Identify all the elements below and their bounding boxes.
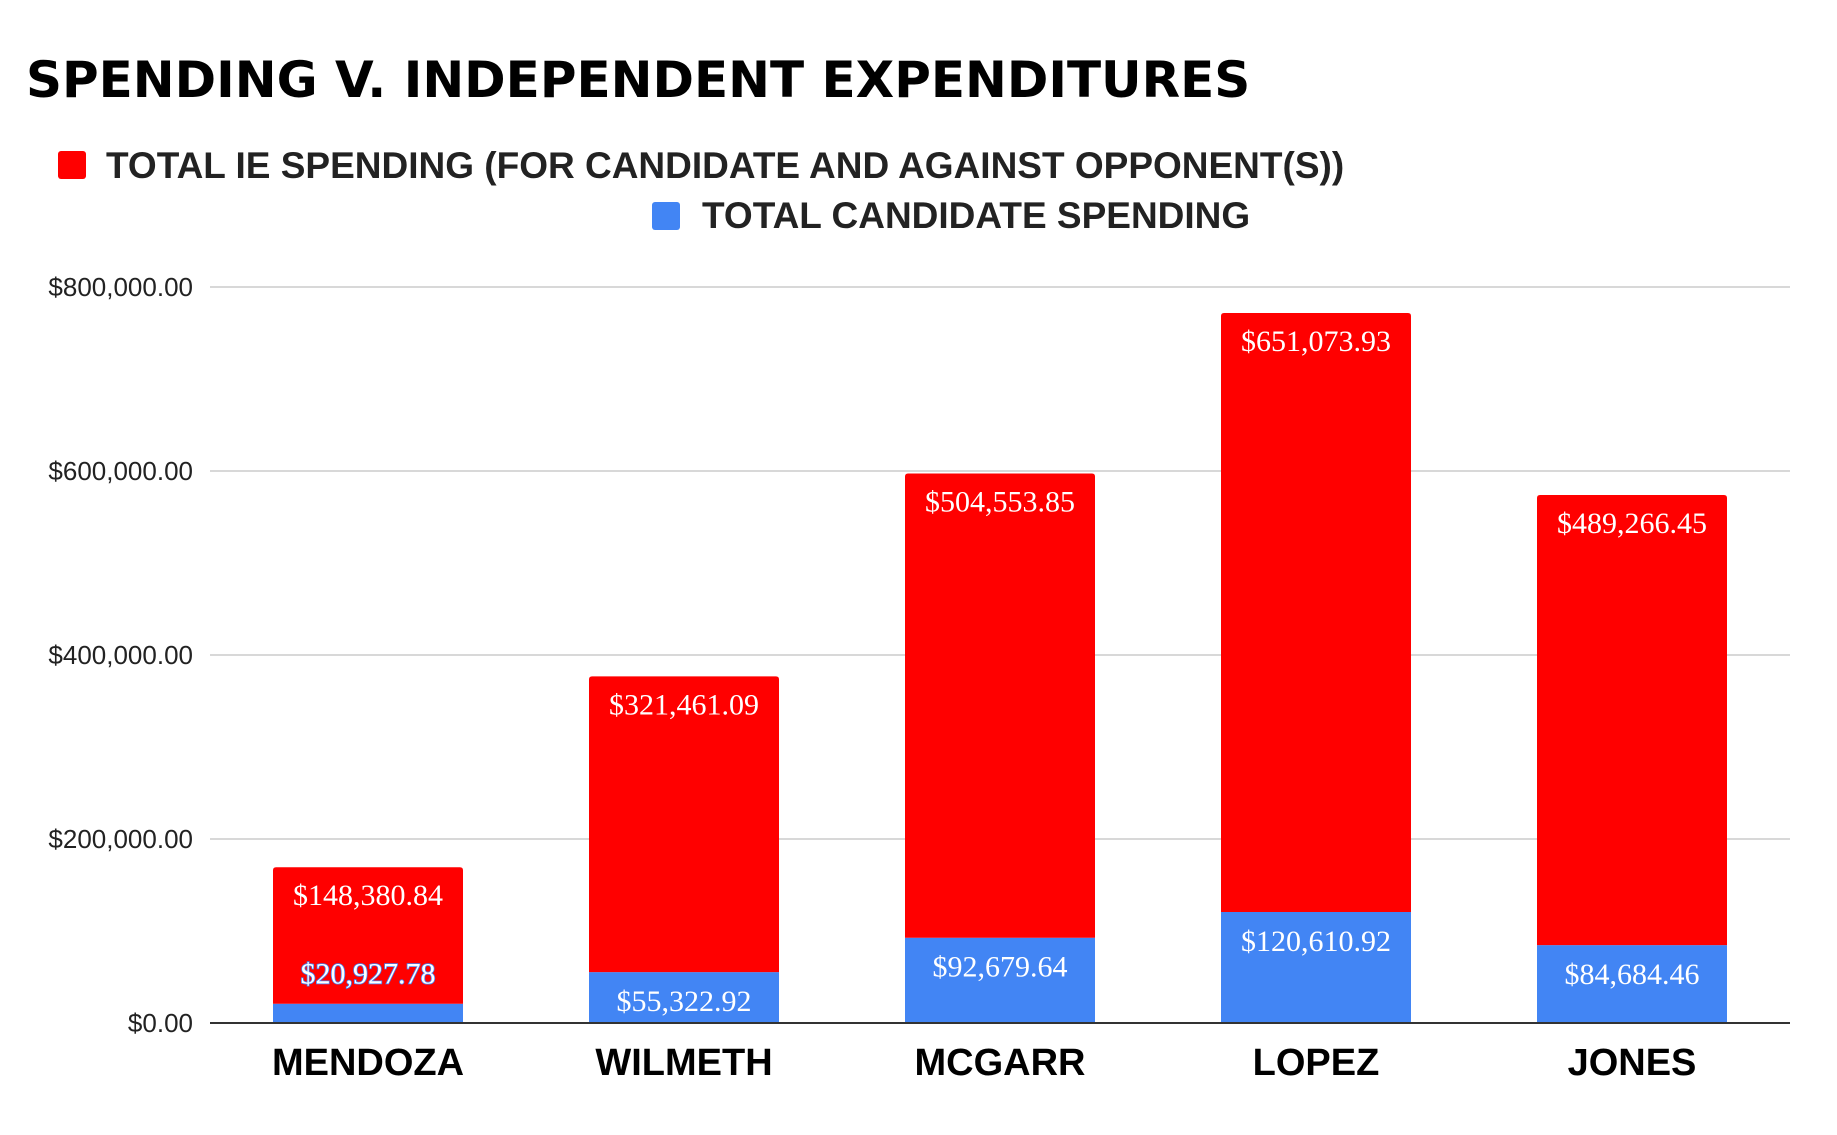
data-label-mendoza-ie-spending: $148,380.84	[293, 879, 443, 912]
data-label-mcgarr-candidate-spending: $92,679.64	[933, 951, 1068, 984]
bar-mendoza-ie-spending	[273, 867, 463, 1004]
legend-swatch-candidate-spending	[652, 202, 680, 230]
bar-mcgarr-candidate-spending	[905, 937, 1095, 1023]
x-tick-label-mendoza: MENDOZA	[272, 1042, 464, 1084]
y-tick-label-1: $200,000.00	[48, 824, 193, 854]
y-tick-label-2: $400,000.00	[48, 640, 193, 670]
bar-jones-candidate-spending	[1537, 945, 1727, 1023]
data-label-wilmeth-candidate-spending: $55,322.92	[617, 985, 752, 1018]
data-label-jones-ie-spending: $489,266.45	[1557, 507, 1707, 540]
data-label-wilmeth-ie-spending: $321,461.09	[609, 688, 759, 721]
legend-label-ie-spending: TOTAL IE SPENDING (FOR CANDIDATE AND AGA…	[106, 145, 1344, 186]
data-label-jones-candidate-spending: $84,684.46	[1565, 958, 1700, 991]
bar-jones-ie-spending	[1537, 494, 1727, 946]
y-tick-label-0: $0.00	[128, 1008, 193, 1038]
x-tick-label-lopez: LOPEZ	[1253, 1042, 1380, 1084]
legend: TOTAL IE SPENDING (FOR CANDIDATE AND AGA…	[58, 145, 1344, 236]
bar-mcgarr-ie-spending	[905, 473, 1095, 938]
chart-title: SPENDING V. INDEPENDENT EXPENDITURES	[26, 51, 1250, 109]
data-label-mcgarr-ie-spending: $504,553.85	[925, 486, 1075, 519]
legend-label-candidate-spending: TOTAL CANDIDATE SPENDING	[702, 195, 1250, 236]
data-labels: $20,927.78 $148,380.84 $55,322.92 $321,461.…	[293, 325, 1707, 1018]
bar-mendoza-candidate-spending	[273, 1003, 463, 1023]
bars	[273, 313, 1727, 1023]
bar-lopez-ie-spending	[1221, 313, 1411, 913]
bar-lopez-candidate-spending	[1221, 912, 1411, 1023]
bar-wilmeth-candidate-spending	[589, 972, 779, 1023]
x-tick-label-mcgarr: MCGARR	[915, 1042, 1086, 1084]
data-label-lopez-ie-spending: $651,073.93	[1241, 325, 1391, 358]
data-label-mendoza-candidate-spending: $20,927.78	[301, 958, 436, 991]
x-tick-label-jones: JONES	[1568, 1042, 1697, 1084]
legend-swatch-ie-spending	[58, 151, 86, 179]
x-axis-ticks: MENDOZA WILMETH MCGARR LOPEZ JONES	[272, 1042, 1696, 1084]
y-tick-label-4: $800,000.00	[48, 272, 193, 302]
y-tick-label-3: $600,000.00	[48, 456, 193, 486]
data-label-lopez-candidate-spending: $120,610.92	[1241, 925, 1391, 958]
bar-wilmeth-ie-spending	[589, 676, 779, 973]
y-axis-ticks: $0.00 $200,000.00 $400,000.00 $600,000.00 $8…	[48, 272, 193, 1038]
x-tick-label-wilmeth: WILMETH	[595, 1042, 772, 1084]
